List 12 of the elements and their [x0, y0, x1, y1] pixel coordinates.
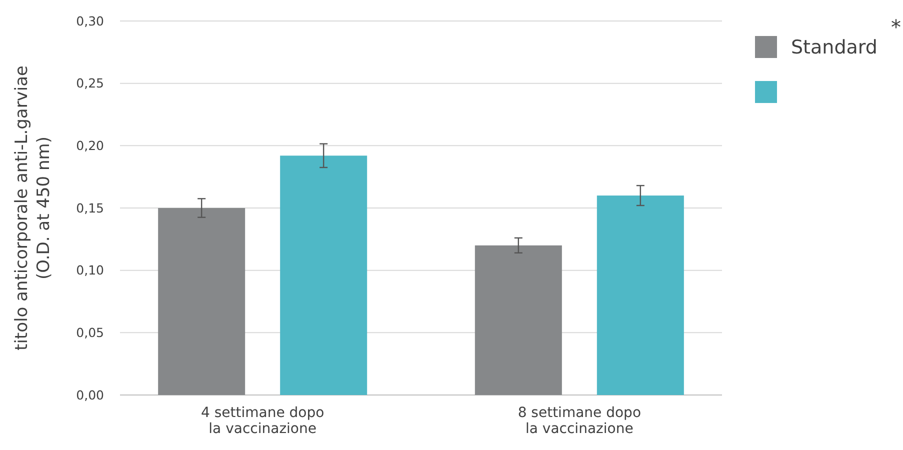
x-tick-label: 4 settimane dopo la vaccinazione [200, 405, 324, 437]
x-tick-label: 8 settimane dopo la vaccinazione [518, 405, 642, 437]
y-axis-title: titolo anticorporale anti-L.garviae (O.D. at 450 nm) [12, 66, 54, 350]
legend-label: Standard [791, 36, 878, 59]
y-tick-label: 0,20 [76, 138, 104, 154]
y-tick-label: 0,30 [76, 13, 104, 28]
y-tick-label: 0,15 [76, 200, 104, 216]
y-tick-label: 0,25 [76, 76, 104, 91]
text: * [891, 15, 901, 39]
y-tick-label: 0,05 [76, 325, 104, 340]
y-tick-label: 0,10 [76, 262, 104, 278]
y-tick-label: 0,00 [76, 387, 104, 402]
